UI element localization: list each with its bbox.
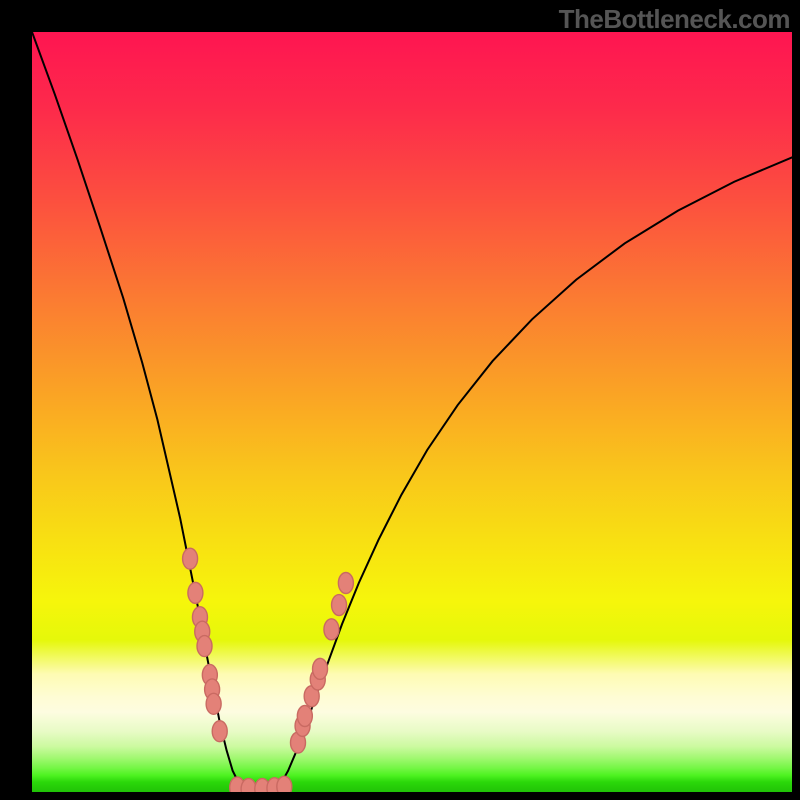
marker-point (212, 721, 227, 742)
plot-svg (32, 32, 792, 792)
marker-point (206, 693, 221, 714)
watermark-label: TheBottleneck.com (559, 4, 790, 35)
marker-point (183, 548, 198, 569)
curve-right (275, 157, 792, 789)
marker-point (338, 573, 353, 594)
chart-outer-frame: TheBottleneck.com (0, 0, 800, 800)
plot-area (32, 32, 792, 792)
marker-point (197, 636, 212, 657)
marker-point (313, 658, 328, 679)
marker-point (241, 778, 256, 792)
marker-point (188, 582, 203, 603)
marker-point (332, 595, 347, 616)
marker-point (277, 776, 292, 792)
marker-point (324, 619, 339, 640)
marker-point (297, 706, 312, 727)
